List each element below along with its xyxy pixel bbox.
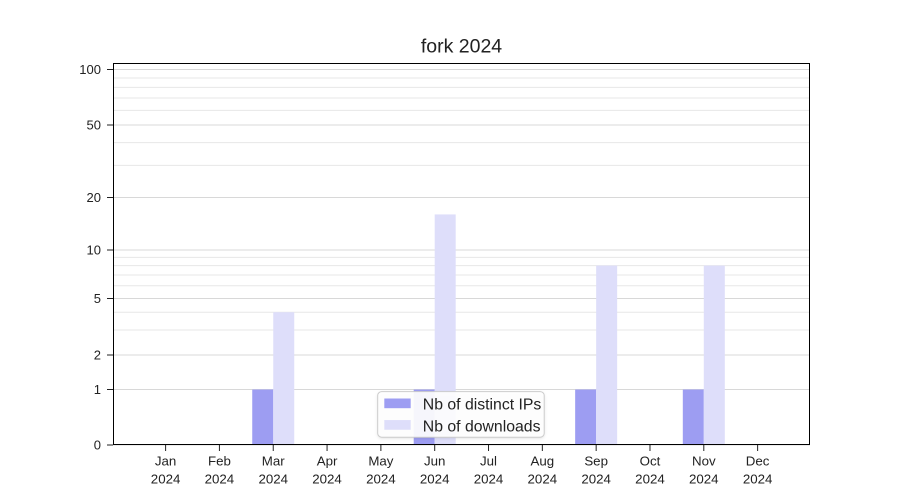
svg-text:Jun: Jun <box>424 454 445 469</box>
svg-text:Jan: Jan <box>155 454 176 469</box>
svg-text:Aug: Aug <box>531 454 555 469</box>
svg-text:50: 50 <box>87 118 101 133</box>
svg-text:2024: 2024 <box>689 471 719 486</box>
svg-text:2024: 2024 <box>474 471 504 486</box>
svg-text:2024: 2024 <box>581 471 611 486</box>
svg-text:2024: 2024 <box>258 471 288 486</box>
svg-text:fork 2024: fork 2024 <box>421 35 502 57</box>
svg-text:Nov: Nov <box>692 454 716 469</box>
svg-text:1: 1 <box>94 382 101 397</box>
svg-text:5: 5 <box>94 291 101 306</box>
svg-text:Dec: Dec <box>746 454 770 469</box>
svg-text:Feb: Feb <box>208 454 231 469</box>
svg-text:2024: 2024 <box>528 471 558 486</box>
svg-text:2024: 2024 <box>635 471 665 486</box>
svg-text:100: 100 <box>79 62 101 77</box>
svg-text:Mar: Mar <box>262 454 285 469</box>
svg-text:0: 0 <box>94 438 101 453</box>
svg-text:2024: 2024 <box>205 471 235 486</box>
svg-text:Oct: Oct <box>640 454 661 469</box>
svg-text:2024: 2024 <box>151 471 181 486</box>
svg-text:Sep: Sep <box>584 454 608 469</box>
svg-text:2024: 2024 <box>312 471 342 486</box>
svg-text:Jul: Jul <box>480 454 497 469</box>
svg-text:Nb of downloads: Nb of downloads <box>423 418 541 435</box>
svg-text:May: May <box>368 454 393 469</box>
svg-text:2024: 2024 <box>743 471 773 486</box>
svg-text:2024: 2024 <box>420 471 450 486</box>
svg-text:Apr: Apr <box>317 454 338 469</box>
svg-text:10: 10 <box>87 243 101 258</box>
svg-text:20: 20 <box>87 190 101 205</box>
svg-text:Nb of distinct IPs: Nb of distinct IPs <box>423 397 542 414</box>
svg-text:2: 2 <box>94 348 101 363</box>
svg-text:2024: 2024 <box>366 471 396 486</box>
